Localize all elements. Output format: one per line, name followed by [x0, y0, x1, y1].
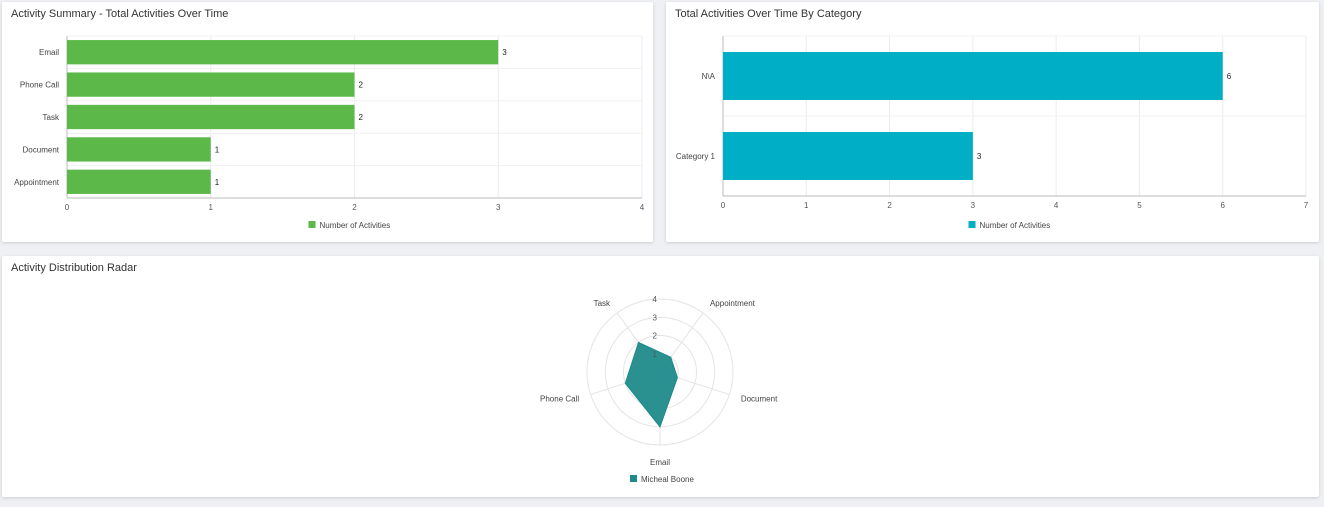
x-tick-label: 4 — [640, 203, 645, 212]
bar — [67, 137, 211, 162]
data-label: 3 — [977, 152, 982, 161]
category-label: Email — [39, 48, 59, 57]
radial-tick-label: 3 — [653, 313, 658, 322]
x-tick-label: 3 — [496, 203, 501, 212]
category-label: N\A — [702, 72, 716, 81]
bar — [723, 132, 973, 180]
bar — [67, 72, 355, 97]
activity-summary-title: Activity Summary - Total Activities Over… — [11, 8, 229, 20]
x-tick-label: 2 — [352, 203, 357, 212]
x-tick-label: 4 — [1054, 201, 1059, 210]
bar — [67, 40, 499, 65]
x-tick-label: 3 — [971, 201, 976, 210]
category-panel: Total Activities Over Time By Category 0… — [666, 2, 1319, 242]
data-label: 3 — [502, 48, 507, 57]
radial-tick-label: 1 — [653, 350, 658, 359]
radar-axis-label: Task — [594, 299, 611, 308]
x-tick-label: 6 — [1220, 201, 1225, 210]
category-label: Task — [43, 113, 60, 122]
legend-label: Number of Activities — [320, 221, 391, 230]
x-tick-label: 0 — [721, 201, 726, 210]
data-label: 2 — [359, 113, 364, 122]
legend-label: Micheal Boone — [641, 475, 694, 484]
category-label: Appointment — [14, 178, 60, 187]
radial-tick-label: 4 — [653, 295, 658, 304]
legend-swatch — [968, 221, 976, 228]
radar-axis-label: Appointment — [710, 299, 756, 308]
radar-title: Activity Distribution Radar — [11, 262, 137, 274]
category-chart: 0 1 2 3 4 5 6 7 N\A 6 Category 1 3 Number of Activit… — [676, 35, 1309, 230]
radial-tick-label: 2 — [653, 332, 658, 341]
radar-panel: Activity Distribution Radar 1 2 3 4 Appointm… — [2, 256, 1319, 497]
legend-label: Number of Activities — [980, 221, 1051, 230]
x-tick-label: 1 — [804, 201, 809, 210]
x-tick-label: 1 — [209, 203, 214, 212]
bar — [67, 169, 211, 194]
activity-summary-chart: 0 1 2 3 4 Email 3 Phone Call 2 Task 2 Document 1 Appo… — [14, 35, 645, 230]
activity-summary-panel: Activity Summary - Total Activities Over… — [2, 2, 653, 242]
radar-series-area — [624, 341, 678, 428]
data-label: 2 — [359, 81, 364, 90]
x-tick-label: 0 — [65, 203, 70, 212]
category-label: Document — [23, 145, 60, 154]
category-label: Phone Call — [20, 81, 59, 90]
bar — [67, 104, 355, 130]
data-label: 1 — [215, 145, 220, 154]
x-tick-label: 5 — [1137, 201, 1142, 210]
x-tick-label: 2 — [887, 201, 892, 210]
data-label: 1 — [215, 178, 220, 187]
radar-chart: 1 2 3 4 Appointment Document Email Phone Call Ta… — [540, 295, 778, 484]
radar-axis-label: Document — [741, 394, 778, 403]
radar-axis-label: Email — [650, 458, 670, 467]
legend-swatch — [308, 221, 316, 228]
legend-swatch — [630, 475, 637, 482]
x-tick-label: 7 — [1304, 201, 1309, 210]
data-label: 6 — [1227, 72, 1232, 81]
category-label: Category 1 — [676, 152, 716, 161]
radar-axis-label: Phone Call — [540, 394, 579, 403]
category-title: Total Activities Over Time By Category — [675, 8, 862, 20]
bar — [723, 52, 1223, 100]
